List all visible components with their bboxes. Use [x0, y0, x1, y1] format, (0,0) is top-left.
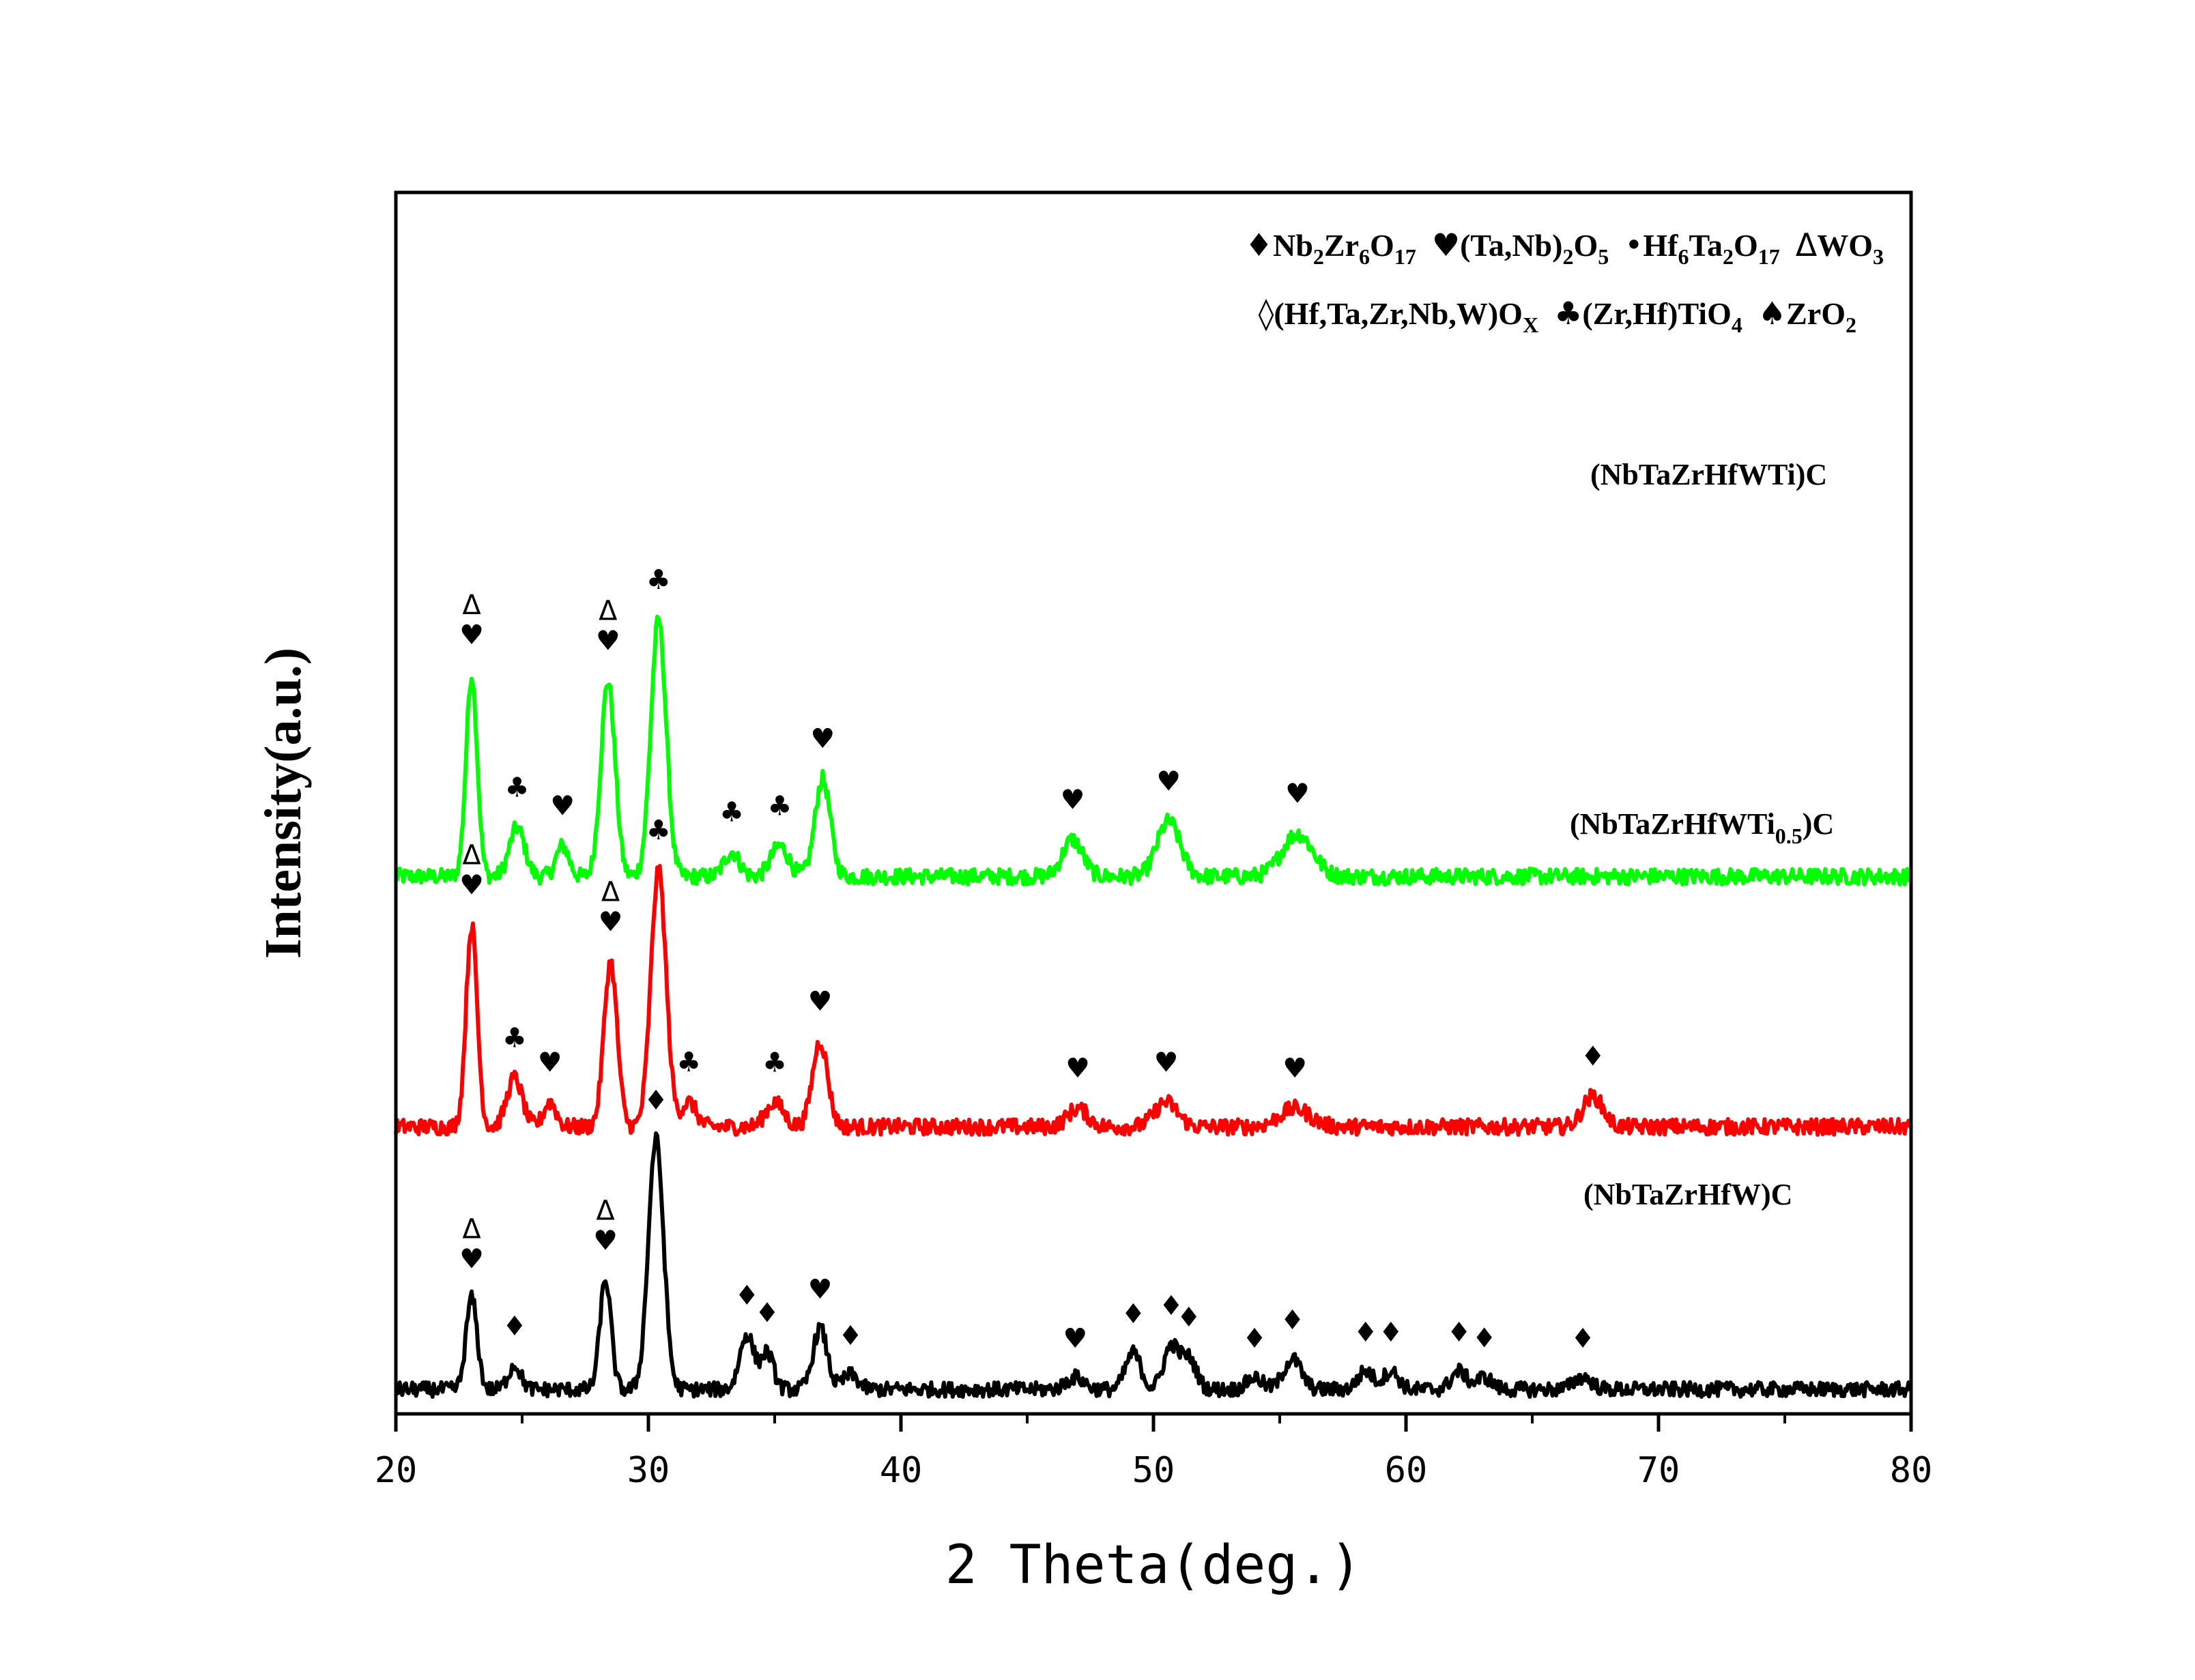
x-axis-title: 2 Theta(deg.) — [945, 1535, 1362, 1596]
peak-marker: Δ — [596, 1196, 615, 1227]
series-label: (NbTaZrHfWTi0.5)C — [1570, 807, 1834, 848]
legend: ♦Nb2Zr6O17​ ♥(Ta,Nb)2O5​ •Hf6Ta2O17​ ΔWO… — [1245, 227, 1884, 337]
series-label: (NbTaZrHfWTi)C — [1590, 458, 1827, 491]
series-label: (NbTaZrHfW)C — [1583, 1178, 1792, 1211]
legend-symbol: ♦ — [1245, 227, 1273, 263]
peak-marker: ♥ — [1063, 1323, 1087, 1355]
peak-marker: ♣ — [502, 1022, 527, 1054]
peak-marker: ♦ — [1447, 1317, 1472, 1348]
peak-marker: Δ — [462, 590, 481, 621]
peak-marker: ♦ — [1353, 1317, 1378, 1348]
peak-marker: ♦ — [1121, 1299, 1145, 1330]
legend-symbol: • — [1609, 227, 1643, 263]
peak-marker: ♦ — [1379, 1317, 1403, 1348]
x-tick-label: 60 — [1385, 1450, 1428, 1491]
legend-row: ♦Nb2Zr6O17​ ♥(Ta,Nb)2O5​ •Hf6Ta2O17​ ΔWO… — [1245, 227, 1884, 269]
legend-symbol: Δ — [1780, 227, 1818, 263]
legend-row: ◊(Hf,Ta,Zr,Nb,W)OX​ ♣(Zr,Hf)TiO4​ ♠ZrO2​ — [1259, 295, 1856, 337]
xrd-series-line — [394, 1131, 1913, 1399]
peak-marker: ♥ — [808, 1274, 833, 1305]
peak-marker: ♦ — [1570, 1323, 1595, 1355]
x-tick-label: 50 — [1132, 1450, 1175, 1491]
peak-marker: ♣ — [646, 564, 671, 596]
peak-marker: ♦ — [1581, 1041, 1605, 1072]
peak-marker: ♣ — [676, 1047, 701, 1078]
peak-marker: ♦ — [755, 1298, 779, 1329]
peak-marker: ♥ — [596, 626, 620, 657]
peak-marker: ♥ — [1061, 784, 1085, 815]
xrd-series-line — [394, 614, 1913, 886]
peak-marker: Δ — [599, 596, 618, 627]
peak-marker: ♥ — [459, 870, 484, 901]
xrd-series-line — [394, 864, 1913, 1137]
x-tick-label: 80 — [1890, 1450, 1933, 1491]
peak-marker: ♥ — [593, 1226, 618, 1257]
peak-marker: ♥ — [1065, 1053, 1090, 1084]
peak-marker: ♥ — [459, 1243, 484, 1275]
plot-frame — [394, 190, 1913, 1416]
peak-marker: ♦ — [838, 1320, 863, 1352]
peak-marker: ♦ — [1159, 1290, 1183, 1322]
series-label-layer: (NbTaZrHfWTi)C (NbTaZrHfWTi0.5)C (NbTaZrHf… — [1570, 458, 1834, 1211]
x-tick-label: 40 — [880, 1450, 923, 1491]
peak-marker: ♥ — [459, 620, 484, 651]
peak-marker: Δ — [462, 1213, 481, 1245]
peak-marker: ♦ — [734, 1280, 759, 1312]
peak-marker: ♥ — [1282, 1053, 1307, 1084]
x-tick-label: 20 — [375, 1450, 418, 1491]
peak-marker: ♥ — [1285, 778, 1310, 809]
peak-marker: ♦ — [1280, 1305, 1305, 1336]
peak-marker: ♥ — [1156, 766, 1181, 798]
peak-marker: ♣ — [762, 1047, 787, 1078]
peak-marker: Δ — [601, 876, 620, 908]
peak-marker-layer: Δ♥♣♥Δ♥♣♣ ♣♥♥♥ ♥Δ♥♣♥Δ♥♣♣ ♣♥♥ ♥ ♥ ♦Δ♥♦Δ♥♦♦♦♥♦ ♥♦ ♦… — [459, 564, 1605, 1355]
peak-marker: ♥ — [808, 986, 833, 1017]
peak-marker: ♦ — [1242, 1323, 1267, 1355]
legend-symbol: ♣ — [1538, 295, 1582, 332]
peak-marker: ♣ — [505, 772, 530, 804]
x-tick-label: 70 — [1637, 1450, 1680, 1491]
peak-marker: ♥ — [550, 790, 575, 822]
peak-marker: ♦ — [1472, 1323, 1497, 1355]
peak-marker: ♦ — [502, 1311, 527, 1342]
series-layer — [394, 614, 1913, 1399]
x-tick-label: 30 — [627, 1450, 670, 1491]
peak-marker: ♥ — [810, 723, 835, 755]
peak-marker: ♦ — [1177, 1302, 1201, 1333]
peak-marker: ♣ — [646, 815, 671, 846]
y-axis-title: Intensity(a.u.) — [255, 648, 312, 959]
legend-symbol: ◊ — [1259, 295, 1274, 332]
peak-marker: ♦ — [644, 1085, 668, 1116]
legend-symbol: ♥ — [1416, 227, 1460, 263]
peak-marker: ♥ — [599, 906, 623, 938]
peak-marker: ♣ — [767, 790, 792, 822]
peak-marker: ♥ — [1154, 1047, 1179, 1078]
legend-symbol: ♠ — [1742, 295, 1786, 332]
peak-marker: ♥ — [538, 1047, 562, 1078]
x-tick-layer: 20 30 40 50 60 70 80 — [375, 1414, 1933, 1491]
peak-marker: Δ — [462, 840, 481, 871]
peak-marker: ♣ — [719, 796, 744, 828]
